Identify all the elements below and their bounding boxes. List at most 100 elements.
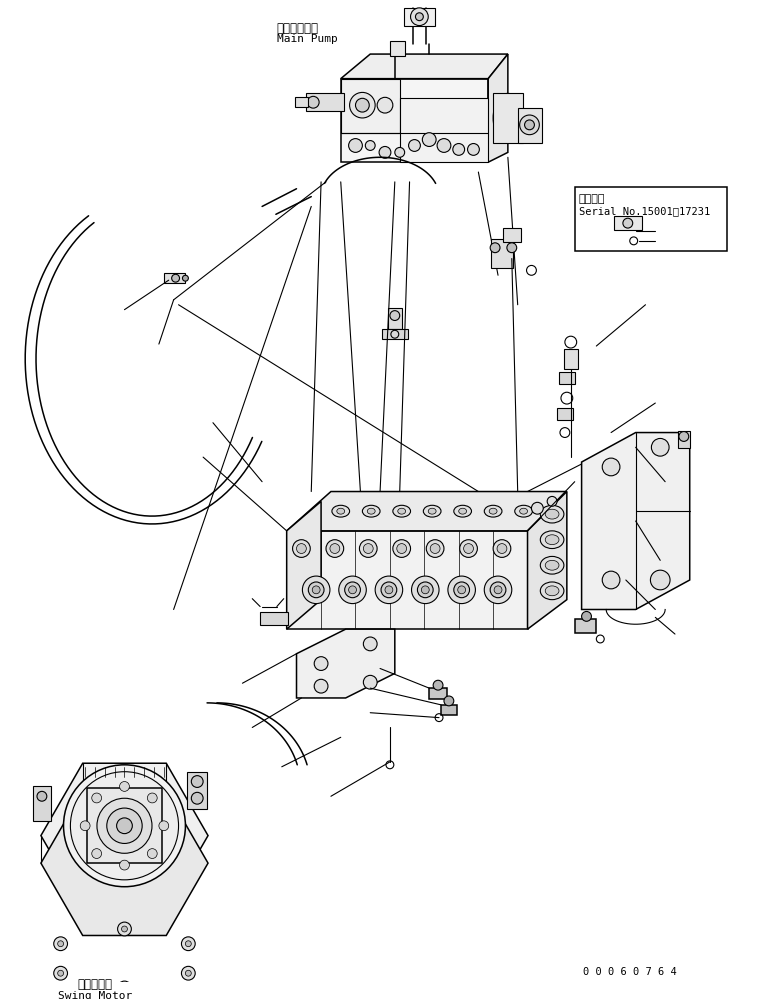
Circle shape bbox=[121, 985, 127, 991]
Bar bbox=[559, 372, 574, 385]
Circle shape bbox=[602, 459, 620, 476]
Circle shape bbox=[118, 922, 131, 936]
Circle shape bbox=[185, 941, 191, 947]
Text: 適用号機: 適用号機 bbox=[578, 194, 605, 204]
Bar bbox=[87, 788, 162, 863]
Ellipse shape bbox=[493, 93, 522, 143]
Bar bbox=[557, 408, 573, 420]
Circle shape bbox=[497, 543, 507, 553]
Circle shape bbox=[409, 140, 420, 152]
Circle shape bbox=[64, 765, 185, 887]
Ellipse shape bbox=[393, 505, 411, 517]
Circle shape bbox=[412, 576, 439, 603]
Circle shape bbox=[494, 585, 502, 593]
Circle shape bbox=[426, 539, 444, 557]
Circle shape bbox=[345, 582, 360, 597]
Circle shape bbox=[493, 539, 511, 557]
Bar bbox=[678, 431, 690, 449]
Circle shape bbox=[525, 120, 535, 130]
Circle shape bbox=[602, 571, 620, 588]
Circle shape bbox=[679, 432, 689, 442]
Bar bbox=[441, 705, 457, 714]
Bar bbox=[492, 239, 513, 269]
Circle shape bbox=[191, 775, 203, 787]
Circle shape bbox=[422, 585, 429, 593]
Circle shape bbox=[54, 966, 68, 980]
Circle shape bbox=[363, 637, 377, 650]
Ellipse shape bbox=[545, 534, 559, 544]
Circle shape bbox=[363, 675, 377, 689]
Circle shape bbox=[651, 439, 669, 457]
Ellipse shape bbox=[520, 508, 528, 514]
Ellipse shape bbox=[545, 560, 559, 570]
Ellipse shape bbox=[423, 505, 441, 517]
Circle shape bbox=[97, 798, 152, 853]
Circle shape bbox=[185, 970, 191, 976]
Ellipse shape bbox=[332, 505, 349, 517]
Circle shape bbox=[191, 792, 203, 804]
Circle shape bbox=[91, 849, 101, 858]
Circle shape bbox=[430, 543, 440, 553]
Ellipse shape bbox=[458, 508, 467, 514]
Ellipse shape bbox=[454, 505, 472, 517]
Circle shape bbox=[454, 582, 469, 597]
Circle shape bbox=[307, 96, 319, 108]
Bar bbox=[306, 93, 344, 111]
Text: 旋回モータ: 旋回モータ bbox=[78, 978, 112, 991]
Ellipse shape bbox=[367, 508, 375, 514]
Ellipse shape bbox=[429, 508, 436, 514]
Ellipse shape bbox=[398, 508, 406, 514]
Polygon shape bbox=[488, 54, 508, 162]
Circle shape bbox=[58, 970, 64, 976]
Circle shape bbox=[120, 781, 129, 791]
Ellipse shape bbox=[496, 98, 520, 138]
Circle shape bbox=[385, 585, 393, 593]
Circle shape bbox=[422, 133, 436, 147]
Circle shape bbox=[377, 97, 393, 113]
Circle shape bbox=[650, 570, 670, 589]
Circle shape bbox=[359, 539, 377, 557]
Circle shape bbox=[308, 582, 324, 597]
Polygon shape bbox=[399, 98, 488, 162]
Circle shape bbox=[453, 144, 465, 155]
Circle shape bbox=[381, 582, 397, 597]
Circle shape bbox=[490, 582, 506, 597]
Circle shape bbox=[314, 656, 328, 670]
Circle shape bbox=[379, 147, 391, 158]
Polygon shape bbox=[341, 54, 508, 79]
Bar bbox=[614, 216, 641, 230]
Ellipse shape bbox=[541, 505, 564, 523]
Text: Serial No.15001～17231: Serial No.15001～17231 bbox=[578, 207, 710, 217]
Circle shape bbox=[37, 791, 47, 801]
Circle shape bbox=[314, 679, 328, 693]
Circle shape bbox=[390, 311, 399, 321]
Circle shape bbox=[181, 937, 195, 951]
Circle shape bbox=[356, 98, 369, 112]
Circle shape bbox=[91, 793, 101, 803]
Circle shape bbox=[349, 585, 356, 593]
Bar bbox=[187, 771, 207, 809]
Circle shape bbox=[415, 13, 423, 21]
Bar bbox=[404, 8, 435, 26]
Bar bbox=[390, 41, 405, 56]
Circle shape bbox=[313, 585, 320, 593]
Ellipse shape bbox=[362, 505, 380, 517]
Ellipse shape bbox=[545, 509, 559, 519]
Bar bbox=[295, 97, 308, 107]
Circle shape bbox=[339, 576, 366, 603]
Circle shape bbox=[303, 576, 330, 603]
Circle shape bbox=[296, 543, 306, 553]
Circle shape bbox=[54, 937, 68, 951]
Bar bbox=[518, 108, 542, 143]
Circle shape bbox=[349, 92, 375, 118]
Ellipse shape bbox=[515, 505, 532, 517]
Bar bbox=[33, 786, 51, 821]
Bar bbox=[260, 612, 288, 625]
Polygon shape bbox=[286, 492, 567, 530]
Text: 0 0 0 6 0 7 6 4: 0 0 0 6 0 7 6 4 bbox=[583, 967, 677, 977]
Polygon shape bbox=[41, 763, 208, 908]
Polygon shape bbox=[296, 629, 395, 698]
Circle shape bbox=[490, 243, 500, 253]
Circle shape bbox=[444, 696, 454, 706]
Ellipse shape bbox=[541, 530, 564, 548]
